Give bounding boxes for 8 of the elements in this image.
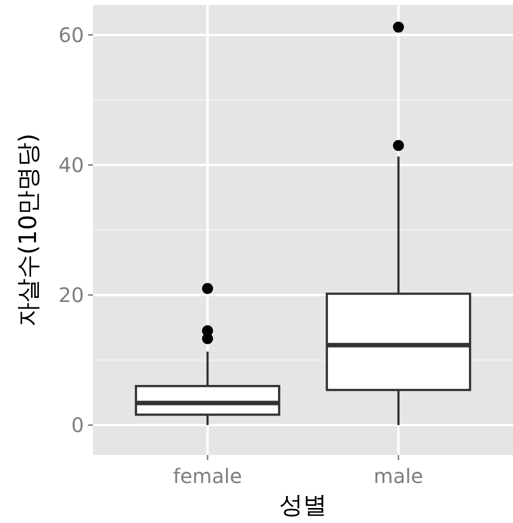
y-tick-label: 60: [58, 22, 84, 47]
y-tick-label: 0: [71, 413, 84, 438]
x-tick-label: female: [173, 464, 242, 488]
x-axis-title: 성별: [279, 491, 327, 519]
y-tick-label: 40: [58, 152, 84, 177]
x-tick-label: male: [374, 464, 424, 488]
y-axis-title: 자살수(10만명당): [14, 133, 42, 327]
y-tick-label: 20: [58, 283, 84, 308]
